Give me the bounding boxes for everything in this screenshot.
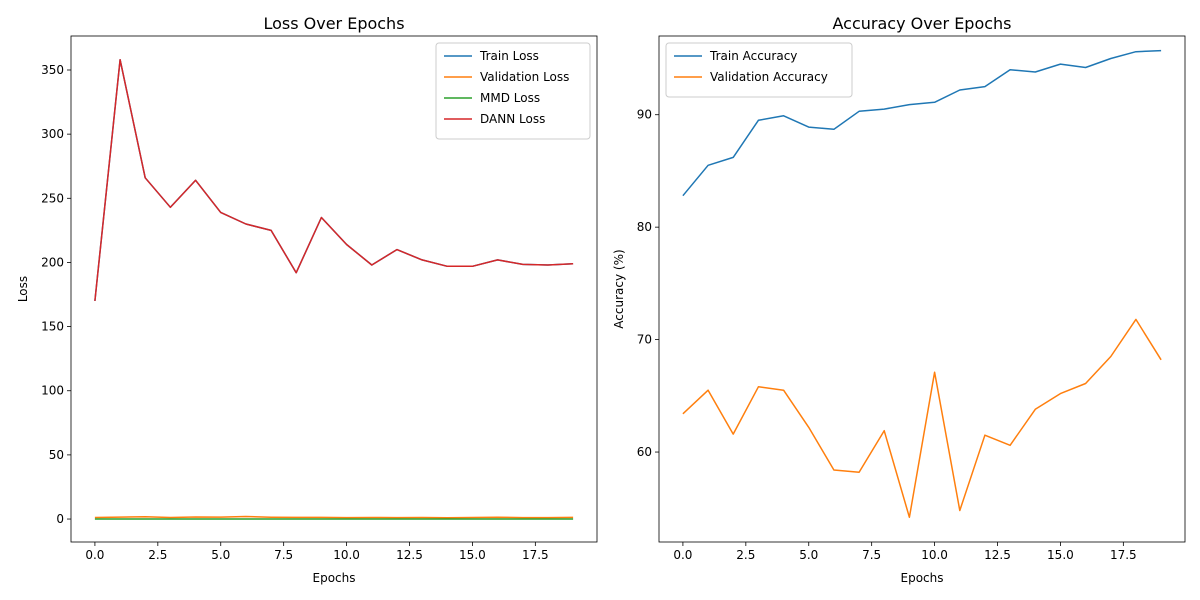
x-tick-label: 0.0	[85, 548, 104, 562]
x-axis-label: Epochs	[313, 571, 356, 585]
legend-box	[665, 42, 853, 98]
plot-frame	[70, 35, 598, 543]
legend: Train Accuracy Validation Accuracy	[665, 42, 853, 98]
accuracy-chart: 0.0 2.5 5.0 7.5 10.0 12.5 15.0 17.5 60 70 80 90 Accu…	[612, 14, 1186, 585]
x-tick-label: 10.0	[921, 548, 948, 562]
y-tick-label: 50	[49, 448, 64, 462]
chart-title: Accuracy Over Epochs	[832, 14, 1011, 33]
legend-label-dann-loss: DANN Loss	[480, 112, 545, 126]
y-axis-label: Loss	[16, 276, 30, 302]
x-tick-label: 5.0	[211, 548, 230, 562]
x-tick-label: 15.0	[1047, 548, 1074, 562]
x-tick-label: 10.0	[333, 548, 360, 562]
x-axis-label: Epochs	[901, 571, 944, 585]
legend-label-train-loss: Train Loss	[479, 49, 539, 63]
y-tick-label: 100	[41, 384, 64, 398]
series-line-dann-loss	[94, 58, 574, 301]
y-axis-label: Accuracy (%)	[612, 249, 626, 328]
x-tick-label: 15.0	[459, 548, 486, 562]
y-tick-label: 60	[637, 445, 652, 459]
x-tick-label: 0.0	[673, 548, 692, 562]
x-tick-label: 17.5	[522, 548, 549, 562]
y-tick-label: 250	[41, 191, 64, 205]
x-tick-label: 12.5	[984, 548, 1011, 562]
legend-label-mmd-loss: MMD Loss	[480, 91, 540, 105]
legend: Train Loss Validation Loss MMD Loss DANN Lo…	[435, 42, 591, 140]
chart-title: Loss Over Epochs	[263, 14, 404, 33]
series-line-validation-accuracy	[682, 318, 1162, 519]
x-tick-label: 2.5	[148, 548, 167, 562]
y-tick-label: 80	[637, 220, 652, 234]
series-line-validation-loss	[94, 515, 574, 519]
x-tick-label: 5.0	[799, 548, 818, 562]
y-tick-label: 70	[637, 333, 652, 347]
y-tick-label: 150	[41, 320, 64, 334]
plot-frame	[658, 35, 1186, 543]
series-line-train-accuracy	[682, 49, 1162, 197]
y-tick-label: 200	[41, 255, 64, 269]
y-tick-label: 0	[56, 512, 64, 526]
loss-chart: 0.0 2.5 5.0 7.5 10.0 12.5 15.0 17.5 0 50 100 150 200…	[16, 14, 598, 585]
legend-label-train-accuracy: Train Accuracy	[709, 49, 797, 63]
x-tick-label: 7.5	[862, 548, 881, 562]
y-tick-label: 90	[637, 108, 652, 122]
y-tick-label: 300	[41, 127, 64, 141]
legend-label-validation-accuracy: Validation Accuracy	[710, 70, 828, 84]
x-tick-label: 17.5	[1110, 548, 1137, 562]
legend-label-validation-loss: Validation Loss	[480, 70, 569, 84]
x-tick-label: 2.5	[736, 548, 755, 562]
x-tick-label: 7.5	[274, 548, 293, 562]
y-tick-label: 350	[41, 63, 64, 77]
legend-box	[435, 42, 591, 140]
x-tick-label: 12.5	[396, 548, 423, 562]
